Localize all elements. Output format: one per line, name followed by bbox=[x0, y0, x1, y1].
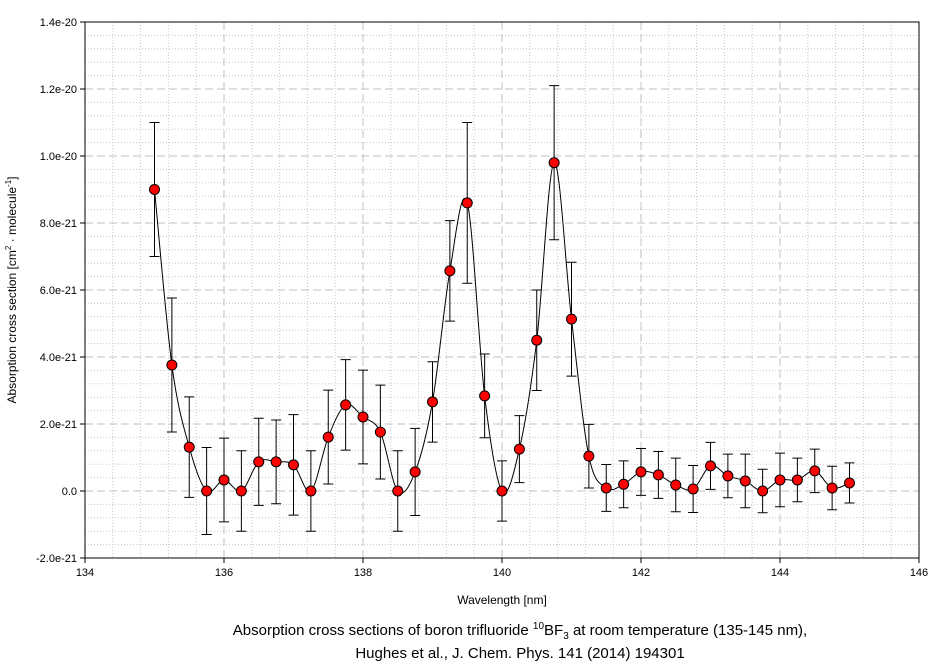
data-point bbox=[166, 359, 178, 371]
data-point bbox=[322, 431, 334, 443]
x-tick-label: 142 bbox=[632, 567, 650, 579]
data-point bbox=[149, 184, 160, 195]
data-point bbox=[757, 485, 769, 497]
data-point bbox=[809, 465, 821, 477]
data-point bbox=[253, 456, 265, 468]
y-tick-label: -2.0e-21 bbox=[36, 553, 77, 565]
y-tick-label: 6.0e-21 bbox=[40, 285, 77, 297]
data-point bbox=[618, 478, 630, 490]
x-tick-label: 134 bbox=[76, 567, 94, 579]
data-point bbox=[444, 265, 456, 277]
y-tick-label: 0.0 bbox=[62, 486, 77, 498]
data-point bbox=[844, 477, 855, 489]
caption-line-1: Absorption cross sections of boron trifl… bbox=[232, 621, 808, 642]
data-point bbox=[235, 485, 247, 497]
data-point bbox=[774, 474, 786, 486]
data-point bbox=[566, 313, 577, 325]
data-point bbox=[288, 459, 299, 471]
error-bars bbox=[149, 85, 855, 536]
y-tick-label: 2.0e-21 bbox=[40, 419, 77, 431]
x-axis-label: Wavelength [nm] bbox=[457, 593, 547, 607]
data-point bbox=[183, 441, 195, 453]
data-point bbox=[791, 474, 803, 486]
y-tick-label: 1.4e-20 bbox=[40, 17, 77, 29]
data-point bbox=[531, 334, 543, 346]
data-point bbox=[826, 482, 838, 494]
data-point bbox=[705, 460, 716, 472]
data-point bbox=[392, 485, 404, 497]
data-point bbox=[652, 469, 664, 481]
data-point bbox=[670, 479, 682, 491]
data-point bbox=[305, 485, 317, 497]
data-point bbox=[427, 396, 438, 408]
data-point bbox=[409, 466, 421, 478]
data-point bbox=[687, 483, 699, 495]
fit-curve bbox=[154, 162, 850, 494]
data-point bbox=[722, 470, 734, 482]
data-point bbox=[600, 482, 612, 494]
y-tick-label: 4.0e-21 bbox=[40, 352, 77, 364]
data-point bbox=[218, 474, 230, 486]
x-tick-label: 144 bbox=[771, 567, 789, 579]
data-point bbox=[357, 411, 369, 423]
data-point bbox=[739, 475, 751, 487]
data-point bbox=[270, 456, 282, 468]
y-tick-label: 1.2e-20 bbox=[40, 84, 77, 96]
data-point bbox=[583, 450, 595, 462]
data-point bbox=[513, 443, 525, 455]
data-point bbox=[374, 426, 386, 438]
y-axis-label: Absorption cross section [cm2 · molecule… bbox=[4, 176, 19, 403]
data-point bbox=[635, 466, 647, 478]
x-tick-label: 140 bbox=[493, 567, 511, 579]
data-point bbox=[548, 157, 560, 169]
data-point bbox=[201, 485, 213, 497]
x-tick-label: 146 bbox=[910, 567, 928, 579]
x-tick-label: 136 bbox=[215, 567, 233, 579]
data-point bbox=[461, 197, 473, 209]
y-tick-label: 8.0e-21 bbox=[40, 218, 77, 230]
data-point bbox=[340, 399, 352, 411]
axes-ticks: 134 136 138 140 142 144 146 -2.0e-21 0.0 2.0e-21 4… bbox=[36, 17, 928, 579]
y-tick-label: 1.0e-20 bbox=[40, 151, 77, 163]
data-point bbox=[479, 390, 491, 402]
caption-line-2: Hughes et al., J. Chem. Phys. 141 (2014)… bbox=[355, 645, 685, 662]
data-point bbox=[496, 485, 508, 497]
data-points bbox=[149, 157, 855, 497]
x-tick-label: 138 bbox=[354, 567, 372, 579]
